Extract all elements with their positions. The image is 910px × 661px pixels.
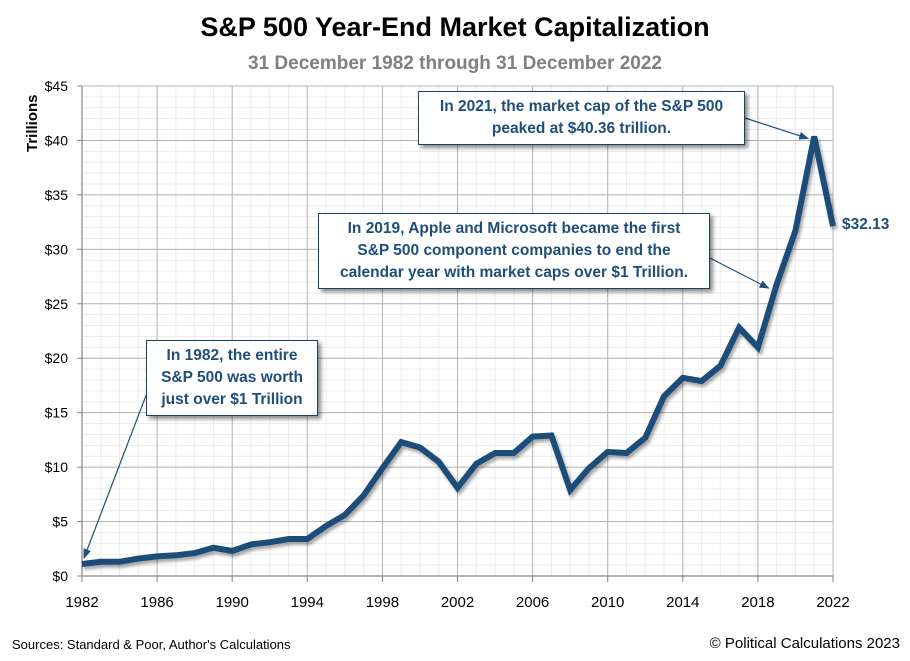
y-axis-ticks: $0 $5 $10 $15 $20 $25 $30 $35 $40 $45 <box>45 78 82 584</box>
annotation-line: calendar year with market caps over $1 T… <box>339 264 689 281</box>
series-group <box>81 135 836 567</box>
x-tick-label: 1994 <box>291 594 324 611</box>
annotation-arrow <box>83 371 156 559</box>
x-axis-ticks: 1982 1986 1990 1994 1998 2002 2006 2010 2014 2018… <box>65 576 850 611</box>
annotation-line: S&P 500 was worth <box>161 369 303 386</box>
annotation-arrows <box>83 117 810 559</box>
y-tick-label: $30 <box>45 241 69 257</box>
end-value-label: $32.13 <box>842 216 890 233</box>
y-tick-label: $45 <box>45 78 69 94</box>
annotation-line: peaked at $40.36 trillion. <box>491 120 672 137</box>
x-tick-label: 1998 <box>366 594 399 611</box>
x-tick-label: 2006 <box>516 594 549 611</box>
y-tick-label: $20 <box>45 350 69 366</box>
y-tick-label: $0 <box>52 568 68 584</box>
y-tick-label: $15 <box>45 405 69 421</box>
y-tick-label: $35 <box>45 187 69 203</box>
x-tick-label: 1986 <box>140 594 173 611</box>
chart-title: S&P 500 Year-End Market Capitalization <box>200 12 710 42</box>
y-axis-label: Trillions <box>24 94 41 152</box>
annotation-2019: In 2019, Apple and Microsoft became the … <box>318 213 710 289</box>
annotation-line: In 1982, the entire <box>166 347 298 364</box>
y-tick-label: $40 <box>45 132 69 148</box>
annotation-1982: In 1982, the entire S&P 500 was worth ju… <box>146 340 318 416</box>
x-tick-label: 2022 <box>816 594 849 611</box>
copyright-note: © Political Calculations 2023 <box>709 635 900 652</box>
annotation-line: In 2019, Apple and Microsoft became the … <box>347 220 681 237</box>
annotation-2021: In 2021, the market cap of the S&P 500 p… <box>418 91 745 145</box>
annotation-line: just over $1 Trillion <box>161 391 303 408</box>
x-tick-label: 1990 <box>216 594 249 611</box>
annotation-line: In 2021, the market cap of the S&P 500 <box>439 98 724 115</box>
x-tick-label: 2018 <box>741 594 774 611</box>
annotation-arrow <box>744 117 810 140</box>
annotation-line: S&P 500 component companies to end the <box>357 242 671 259</box>
y-tick-label: $25 <box>45 296 69 312</box>
x-tick-label: 2014 <box>666 594 699 611</box>
x-tick-label: 2002 <box>441 594 474 611</box>
y-tick-label: $10 <box>45 459 69 475</box>
y-tick-label: $5 <box>52 514 68 530</box>
chart-subtitle: 31 December 1982 through 31 December 202… <box>248 53 662 74</box>
x-tick-label: 2010 <box>591 594 624 611</box>
series-line <box>81 135 836 567</box>
x-tick-label: 1982 <box>65 594 98 611</box>
source-note: Sources: Standard & Poor, Author's Calcu… <box>12 637 291 652</box>
annotation-arrow <box>709 257 770 289</box>
